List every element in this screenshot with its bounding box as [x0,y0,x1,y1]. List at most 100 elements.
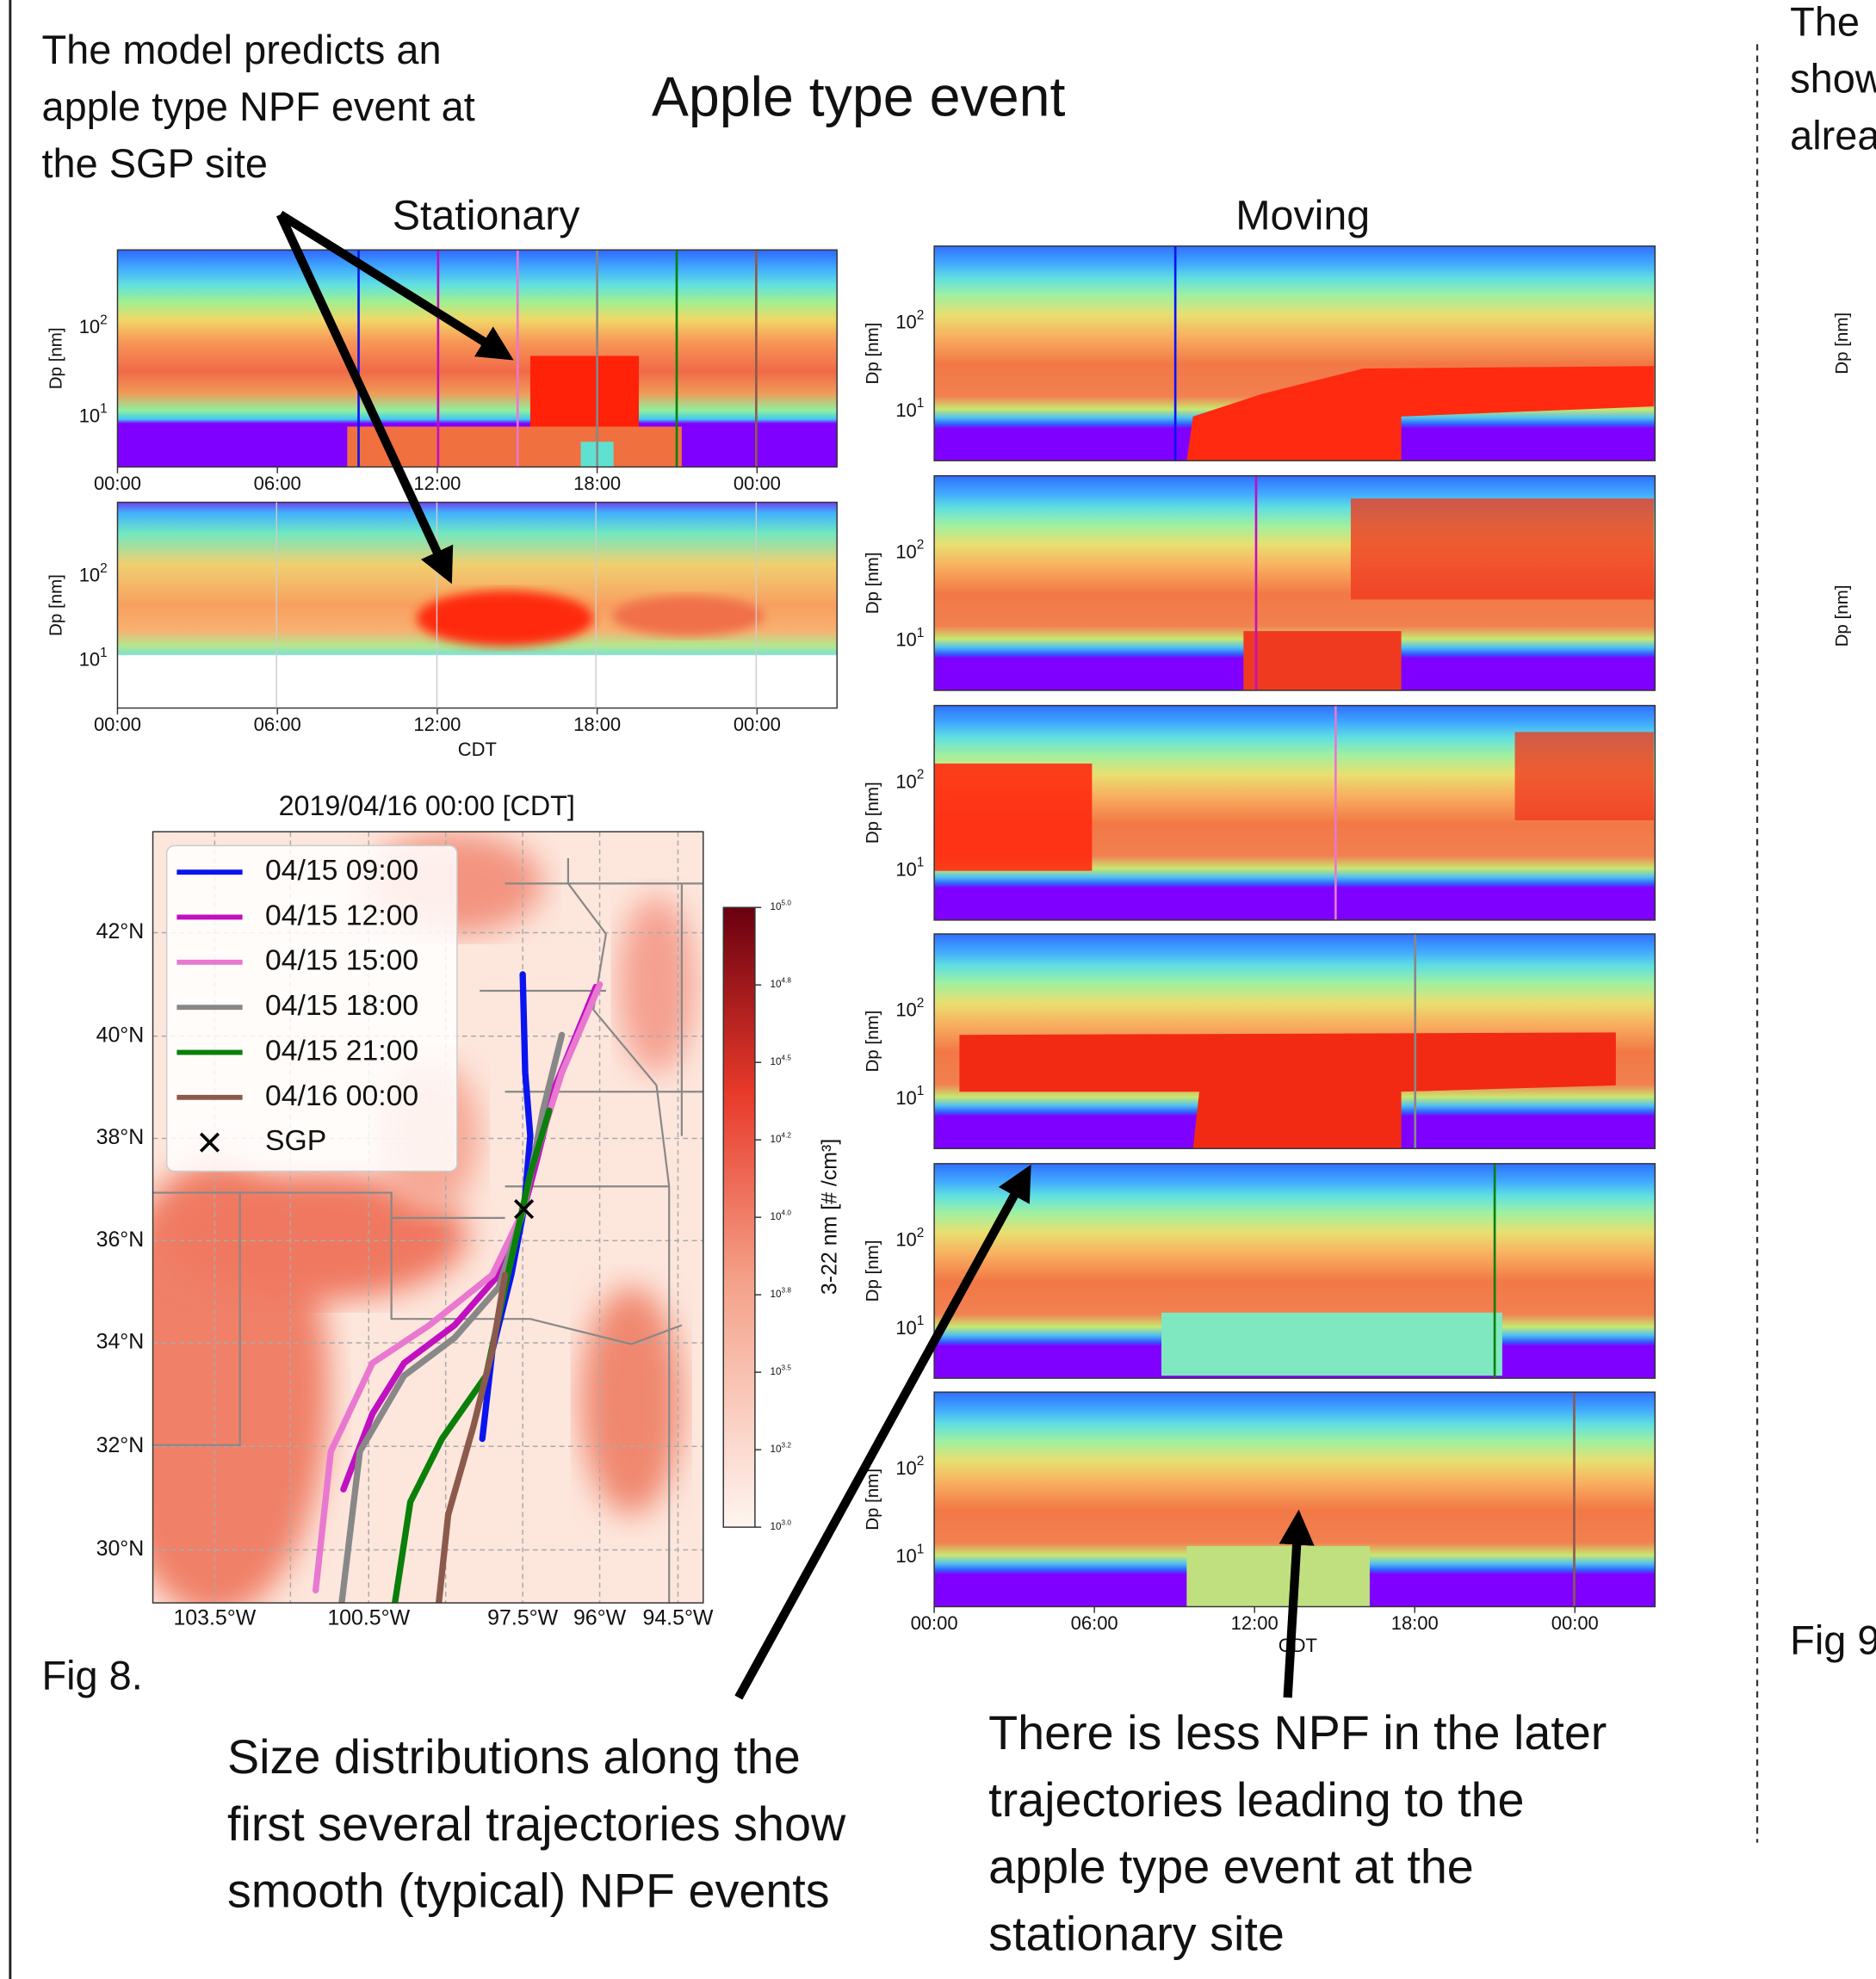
legend-label: 04/15 09:00 [265,854,418,887]
power-label: 101 [895,1542,924,1567]
power-exp: 3.5 [782,1364,792,1372]
lon-label: 94.5°W [642,1606,713,1630]
power-label: 103.8 [770,1287,791,1301]
annotation: first several trajectories show [227,1797,846,1851]
power-base: 10 [770,1289,782,1300]
annotation: apple type NPF event at [41,84,474,129]
power-exp: 1 [917,1542,925,1556]
heatmap-region [934,764,1092,871]
slide: Apple type eventThe model predicts anapp… [0,0,1876,1979]
annotation: stationary site [988,1907,1285,1960]
power-label: 104.0 [770,1209,791,1223]
annotation: trajectories leading to the [988,1773,1524,1827]
lon-label: 103.5°W [173,1606,256,1630]
power-base: 10 [770,1056,782,1067]
lat-label: 34°N [96,1330,145,1354]
y-axis-label: Dp [nm] [863,1240,882,1302]
power-base: 10 [895,858,916,880]
power-label: 102 [895,996,924,1021]
heatmap-region [1243,631,1401,690]
figure-label: Fig 8. [41,1653,142,1698]
power-base: 10 [895,999,916,1021]
power-exp: 3.8 [782,1287,792,1295]
power-label: 102 [79,561,108,586]
power-label: 101 [79,646,108,671]
power-exp: 1 [917,626,925,640]
power-exp: 1 [917,1084,925,1098]
annotation: The [1790,0,1860,45]
y-axis-label: Dp [nm] [863,552,882,614]
legend-label: 04/16 00:00 [265,1079,418,1112]
power-label: 101 [79,402,108,427]
slide-title: Apple type event [652,65,1066,127]
power-base: 10 [770,1521,782,1532]
power-label: 102 [79,312,108,337]
power-label: 101 [895,396,924,421]
power-label: 101 [895,856,924,881]
legend-label: 04/15 15:00 [265,944,418,977]
map-title: 2019/04/16 00:00 [CDT] [279,790,575,821]
lat-label: 32°N [96,1433,145,1457]
power-label: 101 [895,1314,924,1339]
x-tick-label: 06:00 [1071,1612,1118,1634]
colorbar-label: 3-22 nm [# /cm³] [817,1139,841,1295]
x-tick-label: 06:00 [254,714,301,735]
page: {"title":"Apple type event", "annotation… [0,0,1876,1979]
power-label: 103.2 [770,1442,791,1456]
power-exp: 5.0 [782,900,792,907]
y-axis-label: Dp [nm] [1832,585,1852,647]
power-base: 10 [895,541,916,562]
panel-title: Stationary [393,192,581,238]
power-exp: 2 [917,996,925,1011]
heatmap-region [1351,498,1654,599]
power-label: 104.8 [770,977,791,991]
power-label: 101 [895,1084,924,1109]
x-axis-label: CDT [458,739,497,760]
y-axis-label: Dp [nm] [863,782,882,844]
power-label: 105.0 [770,900,791,913]
legend-label: SGP [265,1124,326,1157]
power-exp: 1 [917,856,925,870]
x-tick-label: 00:00 [734,473,781,494]
heatmap-region [1161,1313,1502,1376]
power-exp: 2 [917,1454,925,1469]
heatmap-region [612,596,764,636]
x-tick-label: 00:00 [94,473,141,494]
x-tick-label: 06:00 [254,473,301,494]
y-axis-label: Dp [nm] [46,574,66,636]
power-base: 10 [79,648,100,670]
x-tick-label: 18:00 [573,473,621,494]
power-base: 10 [895,311,916,332]
annotation: alrea [1790,114,1876,158]
y-axis-label: Dp [nm] [46,327,66,389]
legend-label: 04/15 18:00 [265,989,418,1022]
heatmap-region [117,427,347,467]
power-exp: 2 [917,768,925,782]
legend-label: 04/15 21:00 [265,1034,418,1067]
power-base: 10 [79,316,100,337]
power-label: 102 [895,768,924,793]
power-exp: 4.2 [782,1132,792,1140]
power-exp: 2 [100,561,108,576]
power-exp: 4.5 [782,1054,792,1062]
power-base: 10 [770,1366,782,1377]
lat-label: 30°N [96,1537,145,1561]
heatmap-region [1515,732,1654,820]
lat-label: 42°N [96,919,145,943]
power-exp: 4.0 [782,1209,792,1217]
y-axis-label: Dp [nm] [863,1469,882,1531]
power-base: 10 [895,1545,916,1567]
figure-label: Fig 9 [1790,1617,1876,1662]
power-base: 10 [895,1228,916,1250]
power-exp: 1 [917,1314,925,1328]
power-exp: 2 [917,538,925,553]
power-exp: 4.8 [782,977,792,985]
power-exp: 3.0 [782,1519,792,1527]
x-tick-label: 12:00 [413,714,461,735]
power-label: 102 [895,1226,924,1251]
power-base: 10 [770,901,782,912]
power-exp: 1 [917,396,925,411]
x-tick-label: 00:00 [734,714,781,735]
power-base: 10 [770,1211,782,1222]
power-base: 10 [895,1317,916,1339]
